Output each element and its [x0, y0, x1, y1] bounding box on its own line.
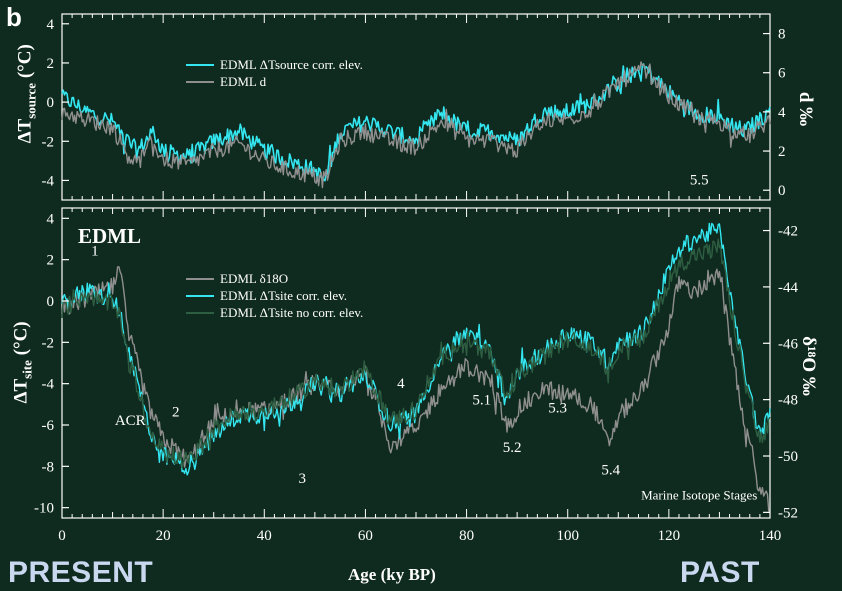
legend-bottom: EDML δ18O EDML ΔTsite corr. elev. EDML Δ…	[186, 270, 363, 321]
past-label: PAST	[680, 556, 760, 589]
legend-item: EDML ΔTsource corr. elev.	[186, 56, 363, 73]
y-tick-label-right: -42	[778, 224, 798, 240]
y-tick-label-right: -46	[778, 336, 798, 352]
annotation-label: 1	[91, 244, 99, 260]
y-tick-label-left: -4	[42, 173, 55, 189]
annotation-label: ACR	[115, 413, 146, 429]
y-tick-label-left: 2	[47, 56, 55, 72]
legend-swatch	[186, 277, 214, 280]
x-tick-label: 60	[358, 528, 373, 544]
legend-label: EDML d	[220, 73, 267, 89]
y-tick-label-left: 4	[47, 17, 55, 33]
x-tick-label: 140	[759, 528, 782, 544]
x-axis-title: Age (ky BP)	[348, 565, 436, 584]
annotation-label: 5.5	[690, 172, 709, 188]
annotation-label: 5.2	[503, 440, 522, 456]
annotation-label: 4	[397, 376, 405, 392]
y-axis-title-top-left: ΔTsource (°C)	[14, 44, 39, 144]
x-tick-label: 20	[156, 528, 171, 544]
legend-item: EDML δ18O	[186, 270, 363, 287]
legend-label: EDML ΔTsite no corr. elev.	[220, 304, 364, 320]
annotation-label: 5.4	[601, 463, 620, 479]
edml-label: EDML	[78, 224, 141, 248]
annotation-label: 2	[172, 405, 180, 421]
y-tick-label-right: 8	[778, 27, 786, 43]
legend-swatch	[186, 80, 214, 83]
y-tick-label-right: 6	[778, 66, 786, 82]
annotation-label: Marine Isotope Stages	[641, 487, 757, 502]
series-line	[61, 238, 771, 469]
y-tick-label-left: -6	[42, 418, 55, 434]
x-tick-label: 40	[257, 528, 272, 544]
y-axis-title-bottom-left: ΔTsite (°C)	[10, 321, 35, 404]
present-label: PRESENT	[8, 556, 154, 589]
y-tick-label-right: -52	[778, 505, 798, 521]
legend-label: EDML δ18O	[220, 270, 289, 286]
y-tick-label-right: -48	[778, 393, 798, 409]
y-tick-label-left: -8	[42, 459, 55, 475]
annotation-label: 3	[298, 471, 306, 487]
x-tick-label: 80	[459, 528, 474, 544]
legend-top: EDML ΔTsource corr. elev. EDML d	[186, 56, 363, 90]
y-tick-label-left: -4	[42, 377, 55, 393]
y-tick-label-right: 0	[778, 183, 786, 199]
legend-item: EDML ΔTsite corr. elev.	[186, 287, 363, 304]
y-tick-label-right: 2	[778, 144, 786, 160]
y-tick-label-right: -44	[778, 280, 798, 296]
panel-letter: b	[6, 2, 22, 32]
annotation-label: 5.3	[548, 401, 567, 417]
legend-swatch	[186, 311, 214, 314]
y-tick-label-left: 0	[47, 294, 55, 310]
legend-label: EDML ΔTsource corr. elev.	[220, 56, 363, 72]
legend-swatch	[186, 294, 214, 297]
legend-label: EDML ΔTsite corr. elev.	[220, 287, 348, 303]
y-tick-label-right: 4	[778, 105, 786, 121]
series-line	[61, 61, 771, 189]
legend-item: EDML ΔTsite no corr. elev.	[186, 304, 363, 321]
y-tick-label-left: -2	[42, 134, 55, 150]
y-tick-label-right: -50	[778, 449, 798, 465]
y-tick-label-left: 2	[47, 253, 55, 269]
y-tick-label-left: 0	[47, 95, 55, 111]
x-tick-label: 120	[658, 528, 681, 544]
x-tick-label: 100	[556, 528, 579, 544]
y-tick-label-left: 4	[47, 211, 55, 227]
series-line	[61, 222, 771, 476]
y-tick-label-left: -10	[34, 501, 54, 517]
y-axis-title-top-right: d ‰	[795, 91, 816, 127]
x-tick-label: 0	[58, 528, 66, 544]
annotation-label: 5.1	[472, 392, 491, 408]
y-axis-title-bottom-right: δ¹⁸O ‰	[798, 336, 819, 396]
y-tick-label-left: -2	[42, 335, 55, 351]
legend-swatch	[186, 63, 214, 66]
legend-item: EDML d	[186, 73, 363, 90]
